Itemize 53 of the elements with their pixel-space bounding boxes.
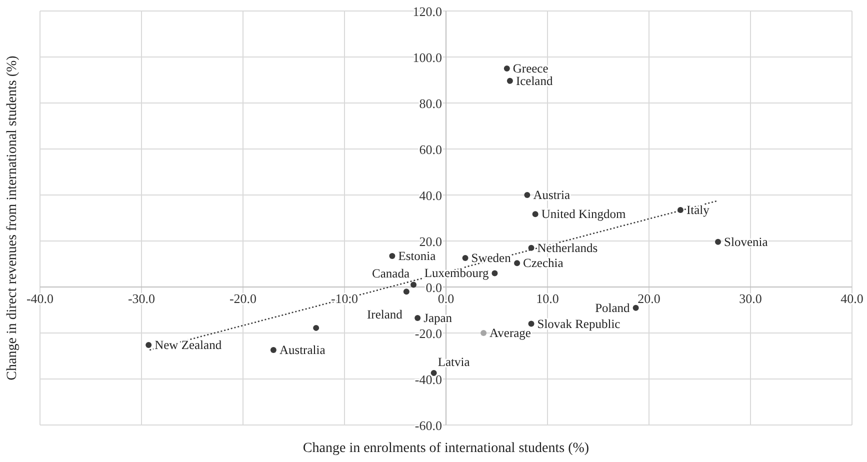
point <box>389 252 396 259</box>
point <box>270 347 276 354</box>
annotation: Poland <box>595 300 631 315</box>
annotation: Australia <box>279 343 326 358</box>
point <box>492 270 498 276</box>
x-tick-label: -20.0 <box>229 291 257 306</box>
annotation: Czechia <box>523 256 564 270</box>
y-tick-label: -40.0 <box>414 372 442 387</box>
point <box>524 192 530 198</box>
annotation: Latvia <box>438 355 470 370</box>
annotation: Slovenia <box>724 234 768 249</box>
x-tick-label: 30.0 <box>739 291 762 306</box>
annotation: Iceland <box>516 74 554 88</box>
x-tick-label: -30.0 <box>128 291 156 306</box>
annotation: Netherlands <box>537 240 598 255</box>
point <box>146 342 152 348</box>
annotation: Average <box>490 326 532 340</box>
y-tick-label: -20.0 <box>414 326 442 341</box>
point <box>715 238 722 245</box>
y-axis-title: Change in direct revenues from international students (%) <box>5 55 20 380</box>
x-tick-label: 40.0 <box>840 291 864 306</box>
annotation: Canada <box>372 266 410 281</box>
point <box>480 330 487 336</box>
annotation: Austria <box>533 188 570 202</box>
annotation: United Kingdom <box>541 207 626 222</box>
annotation: Italy <box>686 202 710 217</box>
point <box>528 320 534 327</box>
point <box>462 255 468 262</box>
y-tick-label: 80.0 <box>419 96 442 111</box>
y-tick-label: 20.0 <box>419 234 442 249</box>
x-tick-label: 10.0 <box>536 291 559 306</box>
y-tick-label: 60.0 <box>419 142 442 157</box>
point <box>506 78 513 84</box>
x-tick-label: -40.0 <box>26 291 54 306</box>
point <box>632 304 639 311</box>
point <box>403 288 410 295</box>
x-tick-label: 20.0 <box>638 291 660 306</box>
annotation: Slovak Republic <box>537 316 621 331</box>
annotation: Japan <box>424 311 453 326</box>
y-tick-label: 100.0 <box>412 50 442 65</box>
y-tick-label: 40.0 <box>419 188 442 203</box>
point <box>504 66 510 72</box>
y-tick-label: 120.0 <box>412 4 442 19</box>
y-tick-label: -60.0 <box>414 418 442 433</box>
annotation: Ireland <box>367 308 404 322</box>
point <box>514 260 520 266</box>
point <box>414 315 421 322</box>
annotation: Estonia <box>398 248 436 263</box>
point <box>410 282 417 288</box>
point <box>313 324 320 331</box>
annotation: Greece <box>512 62 549 76</box>
point <box>532 211 538 218</box>
x-axis-title: Change in enrolments of international students (%) <box>302 441 590 456</box>
